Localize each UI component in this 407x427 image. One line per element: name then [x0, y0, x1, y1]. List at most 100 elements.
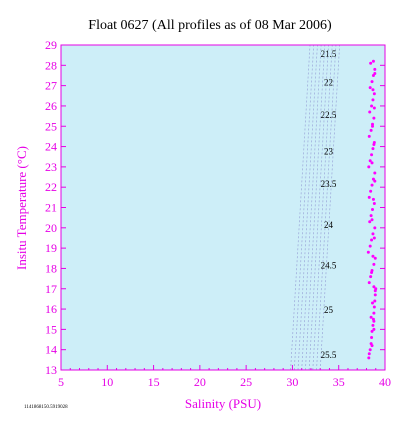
density-contours: 21.5 22 22.5 23 23.5 24 24.5 25 25.5	[290, 44, 340, 371]
data-point	[371, 59, 375, 63]
data-point	[373, 299, 377, 303]
data-point	[372, 305, 376, 309]
data-point	[369, 189, 373, 193]
density-label: 22.5	[321, 110, 337, 120]
data-point	[368, 86, 372, 90]
y-tick-label: 13	[45, 363, 57, 377]
data-point	[366, 250, 370, 254]
y-tick-label: 21	[45, 201, 57, 215]
y-tick-label: 19	[45, 241, 57, 255]
y-axis-label: Insitu Temperature (°C)	[14, 146, 29, 270]
x-tick-label: 10	[101, 375, 113, 389]
y-tick-label: 26	[45, 99, 57, 113]
data-point	[367, 195, 371, 199]
data-point	[370, 329, 374, 333]
x-tick-label: 20	[194, 375, 206, 389]
data-point	[369, 275, 373, 279]
density-label: 24.5	[321, 260, 337, 270]
data-point	[372, 201, 376, 205]
data-point	[373, 293, 377, 297]
y-tick-label: 15	[45, 322, 57, 336]
data-point	[373, 179, 377, 183]
y-tick-label: 29	[45, 38, 57, 52]
data-point	[368, 348, 372, 352]
density-label: 25	[324, 305, 334, 315]
data-point	[370, 238, 374, 242]
data-point	[373, 289, 377, 293]
chart-title: Float 0627 (All profiles as of 08 Mar 20…	[88, 18, 332, 33]
data-point	[370, 271, 374, 274]
data-point	[367, 165, 371, 169]
x-tick-label: 35	[333, 375, 345, 389]
data-point	[372, 262, 376, 266]
data-point	[371, 147, 375, 151]
data-point	[372, 106, 376, 110]
data-point	[367, 356, 371, 360]
density-label: 23.5	[321, 179, 337, 189]
data-point	[372, 143, 376, 147]
data-point	[368, 110, 372, 114]
data-point	[369, 128, 373, 132]
data-point	[372, 92, 376, 96]
data-point	[372, 311, 376, 315]
data-point	[367, 134, 371, 138]
data-point	[371, 88, 375, 92]
y-tick-label: 22	[45, 180, 57, 194]
data-point	[367, 281, 371, 285]
data-point	[371, 208, 375, 212]
y-tick-label: 18	[45, 261, 57, 275]
density-label: 23	[324, 147, 334, 157]
y-tick-label: 27	[45, 79, 57, 93]
data-point	[369, 214, 373, 218]
data-point	[371, 124, 375, 128]
footnote: 1141868150.5919028	[24, 405, 68, 410]
data-point	[370, 336, 374, 339]
data-point	[373, 256, 377, 260]
data-point	[372, 116, 376, 120]
y-tick-label: 24	[45, 140, 57, 154]
x-tick-label: 40	[379, 375, 391, 389]
data-point	[367, 352, 371, 356]
x-tick-label: 25	[240, 375, 252, 389]
y-tick-label: 20	[45, 221, 57, 235]
data-point	[370, 344, 374, 348]
data-point	[373, 71, 377, 75]
x-tick-label: 15	[148, 375, 160, 389]
data-point	[371, 197, 375, 201]
y-tick-label: 14	[45, 343, 57, 357]
data-point	[369, 61, 373, 65]
x-tick-label: 5	[58, 375, 64, 389]
data-point	[369, 315, 373, 319]
x-tick-label: 30	[286, 375, 298, 389]
data-point	[370, 218, 374, 222]
data-point	[368, 244, 372, 248]
density-label: 22	[324, 78, 333, 88]
data-point	[370, 153, 374, 157]
data-points	[366, 59, 378, 360]
data-point	[371, 232, 375, 236]
data-point	[373, 226, 377, 230]
data-point	[370, 183, 374, 187]
density-label: 21.5	[321, 49, 337, 59]
data-point	[368, 220, 372, 224]
plot-area	[61, 45, 385, 370]
data-point	[370, 80, 374, 84]
y-tick-label: 28	[45, 58, 57, 72]
data-point	[371, 254, 375, 258]
density-label: 25.5	[321, 350, 337, 360]
data-point	[372, 285, 376, 289]
y-tick-label: 23	[45, 160, 57, 174]
y-tick-label: 16	[45, 302, 57, 316]
data-point	[372, 236, 376, 240]
y-tick-label: 17	[45, 282, 57, 296]
data-point	[368, 159, 372, 163]
density-label: 24	[324, 220, 334, 230]
data-point	[370, 104, 374, 108]
data-point	[373, 67, 377, 71]
data-point	[373, 171, 377, 175]
data-point	[371, 323, 375, 327]
data-point	[372, 319, 376, 323]
x-axis-label: Salinity (PSU)	[185, 396, 261, 411]
